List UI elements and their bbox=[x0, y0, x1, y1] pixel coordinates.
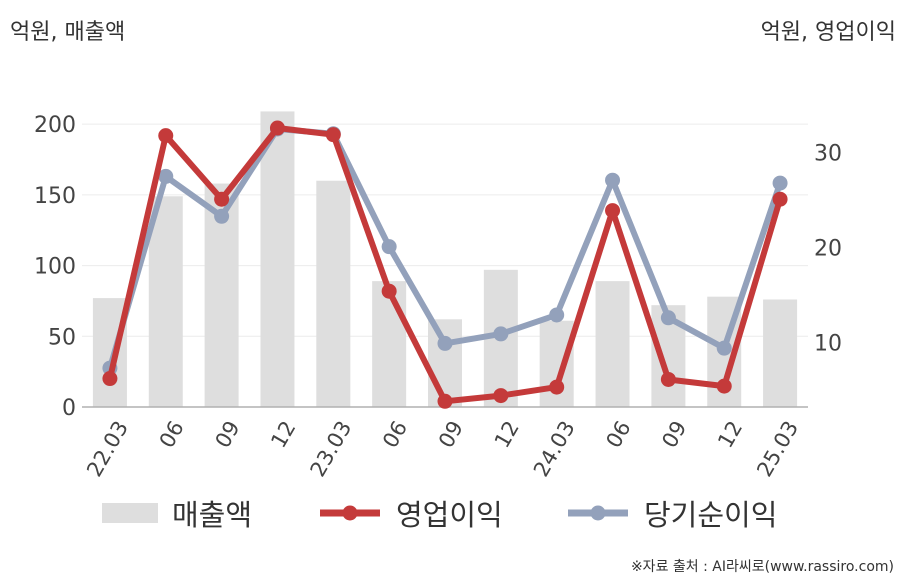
operating-profit-point bbox=[158, 128, 174, 144]
x-axis-tick-label: 09 bbox=[434, 417, 468, 452]
revenue-bar bbox=[316, 180, 351, 407]
net-income-point bbox=[716, 340, 732, 356]
x-axis-tick-label: 06 bbox=[155, 417, 189, 452]
legend-item-revenue: 매출액 bbox=[102, 492, 252, 534]
net-income-point bbox=[381, 239, 397, 255]
x-axis-tick-label: 25.03 bbox=[752, 417, 803, 481]
x-axis-tick-label: 12 bbox=[266, 417, 300, 452]
x-axis-tick-label: 22.03 bbox=[82, 417, 133, 481]
operating-profit-point bbox=[605, 203, 621, 219]
legend-label-operating-profit: 영업이익 bbox=[396, 498, 503, 532]
net-income-point bbox=[158, 168, 174, 184]
net-income-point bbox=[493, 326, 509, 342]
x-axis-tick-label: 12 bbox=[490, 417, 524, 452]
operating-profit-point bbox=[493, 388, 509, 404]
operating-profit-point bbox=[549, 379, 565, 395]
legend-swatch-operating-profit bbox=[320, 505, 380, 521]
net-income-point bbox=[660, 310, 676, 326]
operating-profit-point bbox=[772, 191, 788, 207]
revenue-bars bbox=[92, 111, 798, 408]
operating-profit-point bbox=[660, 371, 676, 387]
operating-profit-point bbox=[325, 127, 341, 143]
legend-swatch-revenue bbox=[102, 503, 158, 523]
revenue-bar bbox=[428, 319, 462, 407]
revenue-bar bbox=[595, 281, 630, 407]
right-axis-tick-label: 10 bbox=[814, 331, 842, 356]
net-income-point bbox=[605, 172, 621, 188]
legend-swatch-net-income bbox=[568, 505, 628, 521]
x-axis-tick-label: 06 bbox=[601, 417, 635, 452]
legend-item-operating-profit: 영업이익 bbox=[318, 492, 503, 534]
left-axis-tick-label: 50 bbox=[48, 325, 76, 350]
revenue-bar bbox=[260, 111, 295, 408]
right-axis-tick-label: 20 bbox=[814, 237, 842, 262]
x-axis-tick-label: 23.03 bbox=[306, 417, 357, 481]
x-axis-tick-label: 09 bbox=[657, 417, 691, 452]
operating-profit-point bbox=[269, 120, 285, 136]
revenue-bar bbox=[372, 281, 407, 407]
operating-profit-point bbox=[381, 283, 397, 299]
left-axis-tick-label: 100 bbox=[34, 255, 76, 280]
right-axis-unit-label: 억원, 영업이익 bbox=[760, 20, 896, 45]
left-axis-tick-label: 0 bbox=[62, 396, 76, 421]
revenue-bar bbox=[763, 299, 798, 407]
x-axis-tick-label: 12 bbox=[713, 417, 747, 452]
x-axis-tick-label: 09 bbox=[211, 417, 245, 452]
profit-lines bbox=[102, 120, 788, 409]
left-axis-tick-label: 200 bbox=[34, 113, 76, 138]
legend-item-net-income: 당기순이익 bbox=[566, 492, 777, 534]
net-income-point bbox=[437, 335, 453, 351]
left-axis-tick-label: 150 bbox=[34, 184, 76, 209]
right-axis-tick-label: 30 bbox=[814, 142, 842, 167]
x-axis-tick-label: 24.03 bbox=[529, 417, 580, 481]
gridlines bbox=[82, 123, 808, 337]
x-axis-tick-label: 06 bbox=[378, 417, 412, 452]
operating-profit-point bbox=[102, 371, 118, 387]
operating-profit-point bbox=[214, 191, 230, 207]
operating-profit-point bbox=[437, 393, 453, 409]
net-income-point bbox=[549, 307, 565, 323]
source-credit: ※자료 출처 : AI라씨로(www.rassiro.com) bbox=[630, 559, 894, 575]
operating-profit-point bbox=[716, 378, 732, 394]
revenue-bar bbox=[148, 196, 183, 407]
legend-label-revenue: 매출액 bbox=[172, 498, 253, 532]
legend-label-net-income: 당기순이익 bbox=[644, 498, 778, 532]
left-axis-unit-label: 억원, 매출액 bbox=[10, 20, 126, 45]
net-income-point bbox=[772, 175, 788, 191]
net-income-point bbox=[214, 208, 230, 224]
